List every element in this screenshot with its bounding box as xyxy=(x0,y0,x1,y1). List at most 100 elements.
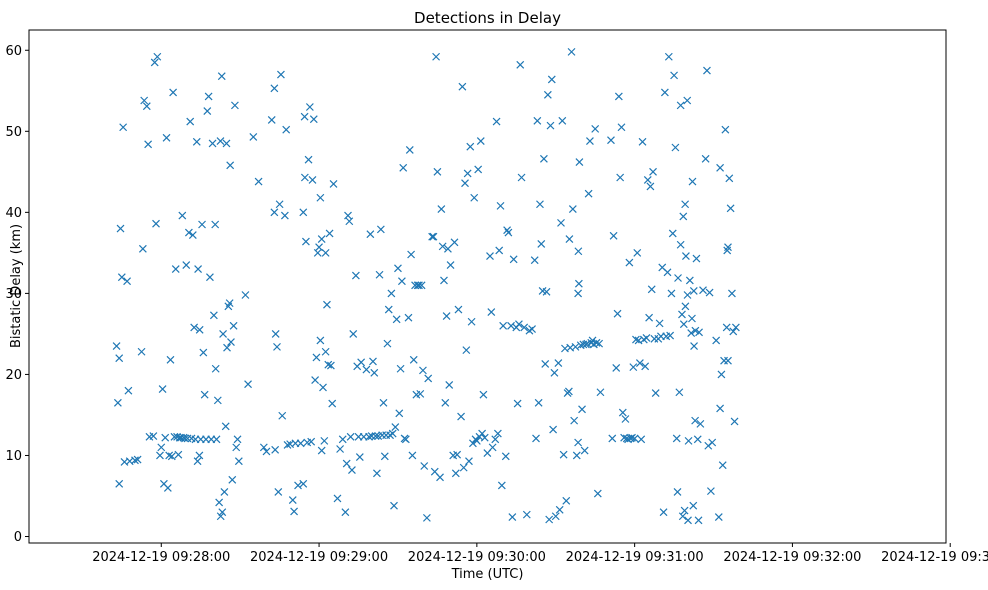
data-point xyxy=(476,137,485,145)
data-point xyxy=(369,357,377,366)
data-point xyxy=(462,346,471,355)
data-point xyxy=(584,189,593,198)
data-point xyxy=(372,469,381,478)
data-point xyxy=(680,506,689,515)
data-point xyxy=(409,355,418,364)
data-point xyxy=(366,230,375,239)
data-point xyxy=(717,370,726,379)
data-point xyxy=(565,235,574,244)
data-point xyxy=(663,268,672,277)
data-point xyxy=(174,450,183,459)
data-point xyxy=(388,429,397,438)
data-point xyxy=(667,289,676,298)
data-point xyxy=(213,396,222,405)
data-point xyxy=(424,374,433,383)
data-point xyxy=(705,288,714,297)
data-point xyxy=(294,481,302,490)
data-point xyxy=(724,356,732,365)
data-point xyxy=(629,363,638,372)
data-point xyxy=(436,473,444,482)
data-point xyxy=(578,405,586,414)
data-point xyxy=(530,256,539,265)
data-point xyxy=(693,435,702,444)
data-point xyxy=(454,305,463,314)
data-point xyxy=(365,432,373,441)
data-point xyxy=(509,255,518,264)
data-point xyxy=(211,364,220,373)
data-point xyxy=(233,435,242,444)
data-point xyxy=(593,489,602,498)
data-point xyxy=(533,116,542,125)
data-point xyxy=(617,123,626,132)
data-point xyxy=(325,229,334,238)
data-point xyxy=(712,336,721,345)
data-point xyxy=(659,508,668,517)
data-point xyxy=(536,200,544,209)
data-point xyxy=(497,481,506,490)
data-point xyxy=(474,165,483,174)
data-point xyxy=(450,238,459,247)
data-point xyxy=(152,219,160,228)
data-point xyxy=(571,342,580,351)
data-point xyxy=(688,314,696,323)
data-point xyxy=(679,212,688,221)
data-point xyxy=(162,133,171,142)
data-point xyxy=(559,450,568,459)
data-point xyxy=(355,453,364,462)
data-point xyxy=(300,173,309,182)
data-point xyxy=(567,47,576,56)
data-point xyxy=(133,455,142,464)
data-point xyxy=(632,335,640,344)
data-point xyxy=(480,433,489,442)
data-point xyxy=(595,339,604,348)
data-point xyxy=(379,398,388,407)
x-axis-label: Time (UTC) xyxy=(451,567,524,582)
data-point xyxy=(300,112,309,121)
data-point xyxy=(218,508,227,517)
y-tick-label: 10 xyxy=(5,449,22,464)
data-point xyxy=(384,305,393,314)
data-point xyxy=(394,264,402,273)
data-point xyxy=(487,308,496,316)
data-point xyxy=(234,457,243,466)
data-point xyxy=(574,247,583,256)
data-point xyxy=(156,451,164,460)
data-point xyxy=(278,411,287,420)
data-point xyxy=(625,258,634,267)
data-point xyxy=(349,329,358,338)
data-point xyxy=(315,243,323,252)
data-point xyxy=(262,447,271,456)
data-point xyxy=(676,240,685,249)
data-point xyxy=(572,451,581,460)
data-point xyxy=(153,52,162,61)
data-point xyxy=(437,205,446,214)
data-point xyxy=(375,270,384,279)
data-point xyxy=(683,291,692,299)
data-point xyxy=(496,201,505,210)
data-point xyxy=(323,300,331,309)
data-point xyxy=(282,125,291,134)
data-point xyxy=(341,508,350,517)
data-point xyxy=(633,248,642,257)
data-point xyxy=(492,117,501,126)
data-point xyxy=(554,359,563,368)
data-point xyxy=(199,348,208,357)
data-point xyxy=(586,137,594,145)
x-tick-label: 2024-12-19 09:31:00 xyxy=(566,550,704,565)
data-point xyxy=(380,452,389,461)
data-point xyxy=(370,368,379,377)
data-point xyxy=(555,505,564,514)
data-point xyxy=(428,232,437,241)
x-tick-label: 2024-12-19 09:28:00 xyxy=(92,550,230,565)
data-point xyxy=(486,252,494,261)
data-point xyxy=(326,361,335,370)
y-tick-label: 50 xyxy=(5,125,22,140)
data-point xyxy=(116,224,125,233)
data-point xyxy=(188,231,197,239)
data-point xyxy=(433,167,442,176)
data-point xyxy=(357,358,366,367)
data-point xyxy=(675,388,684,397)
data-point xyxy=(225,299,234,308)
data-point xyxy=(206,273,214,282)
data-point xyxy=(596,388,605,397)
